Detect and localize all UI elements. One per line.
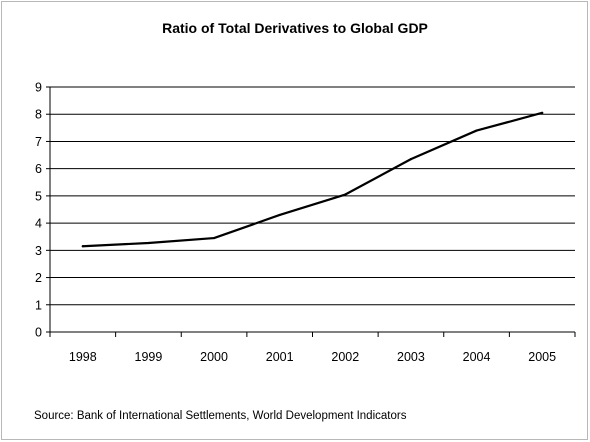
data-series	[81, 111, 544, 248]
y-tick-labels: 0 1 2 3 4 5 6 7 8 9	[35, 81, 42, 340]
y-tick-label: 8	[35, 108, 42, 122]
x-tick-label: 2002	[331, 350, 359, 364]
y-tick-label: 7	[35, 135, 42, 149]
data-point-1999	[147, 241, 150, 245]
axes	[46, 86, 576, 337]
series-line	[81, 111, 544, 248]
data-point-2005	[541, 111, 544, 114]
data-point-2004	[475, 129, 478, 132]
source-note: Source: Bank of International Settlement…	[34, 410, 407, 422]
y-tick-label: 5	[35, 189, 42, 203]
x-tick-label: 1998	[69, 350, 97, 364]
x-tick-label: 2001	[266, 350, 294, 364]
y-tick-label: 9	[35, 81, 42, 95]
data-point-1998	[81, 245, 84, 248]
x-tick-label: 2003	[397, 350, 425, 364]
data-point-2001	[278, 213, 281, 217]
data-point-2002	[344, 193, 347, 196]
chart-title: Ratio of Total Derivatives to Global GDP	[162, 20, 428, 36]
y-tick-label: 4	[35, 217, 42, 231]
x-tick-label: 2004	[463, 350, 491, 364]
y-tick-label: 1	[35, 298, 42, 312]
gridlines	[50, 86, 575, 306]
y-tick-label: 3	[35, 244, 42, 258]
y-tick-label: 6	[35, 162, 42, 176]
data-point-2003	[409, 158, 413, 161]
x-tick-label: 2000	[200, 350, 228, 364]
data-point-2000	[212, 236, 216, 240]
x-tick-labels: 1998 1999 2000 2001 2002 2003 2004 2005	[69, 350, 556, 364]
y-tick-label: 0	[35, 326, 42, 340]
x-tick-label: 1999	[135, 350, 163, 364]
x-tick-label: 2005	[528, 350, 556, 364]
y-tick-label: 2	[35, 271, 42, 285]
